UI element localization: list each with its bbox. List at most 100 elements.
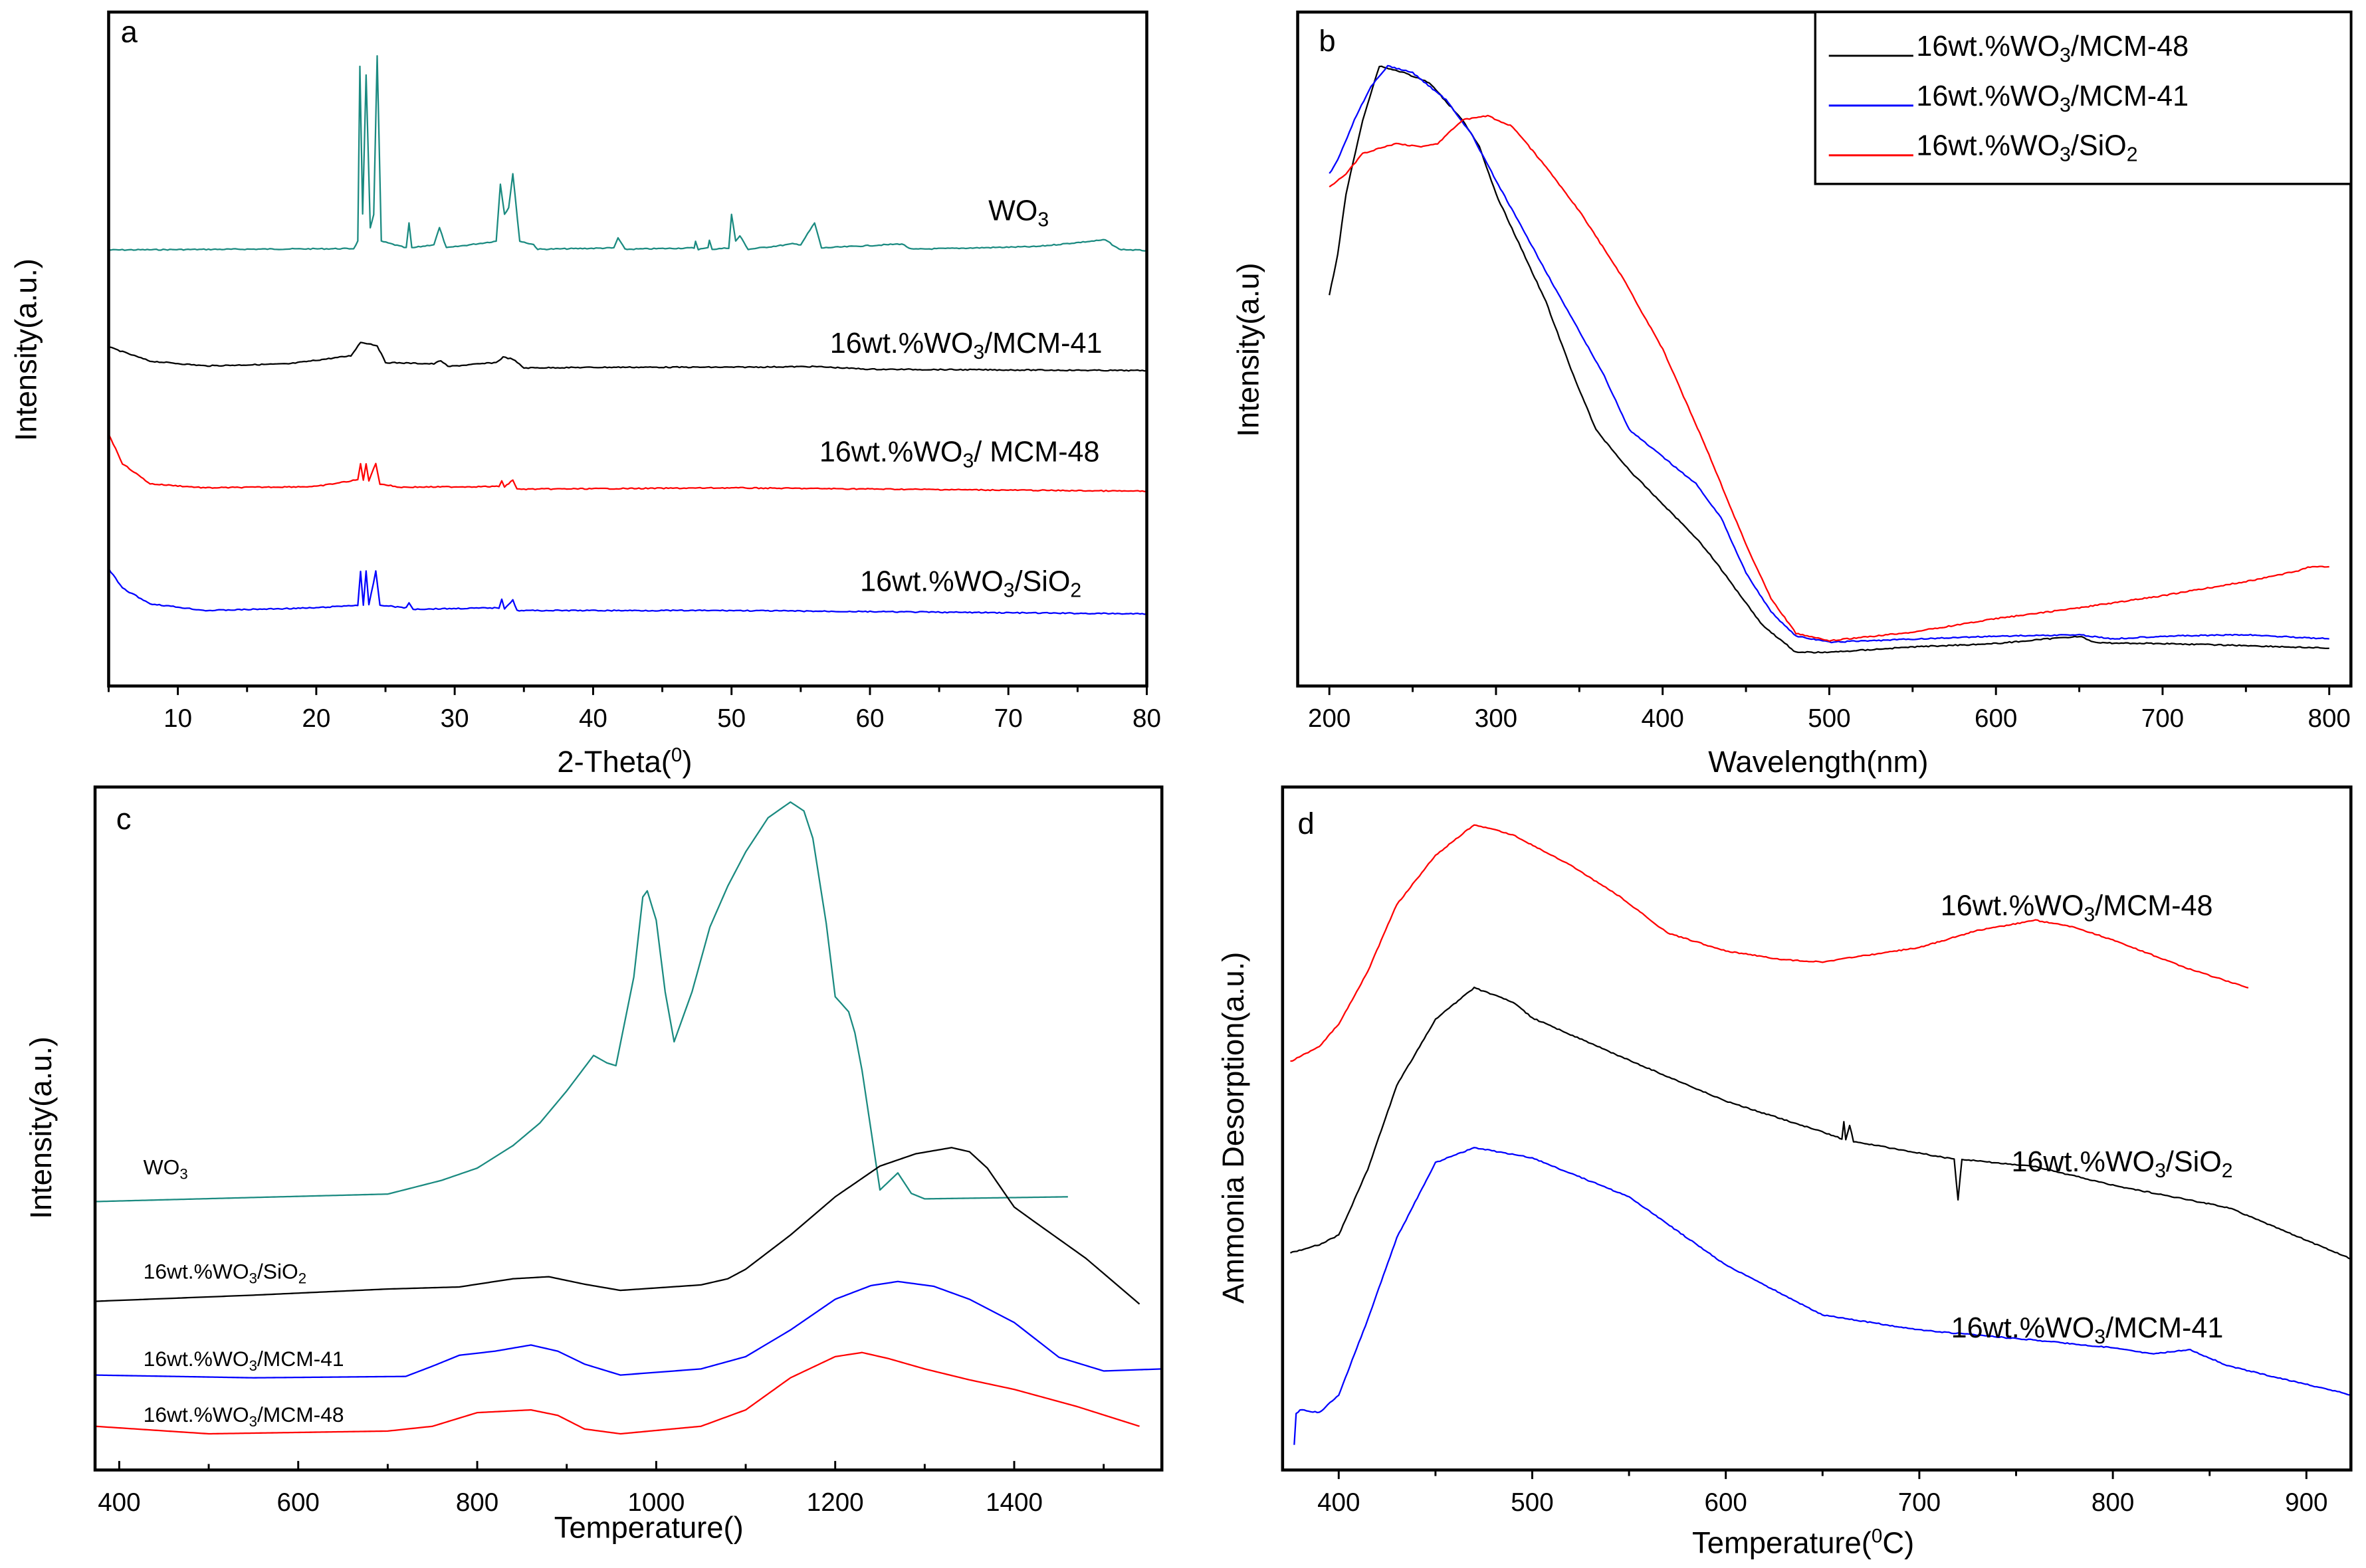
label-part: /SiO [1015, 566, 1071, 598]
x-tick-label: 80 [1132, 704, 1161, 733]
subscript: 3 [973, 342, 984, 363]
subscript: 3 [2084, 904, 2095, 926]
series-label: 16wt.%WO3/MCM-41 [830, 328, 1103, 363]
y-axis-title: Intensity(a.u.) [24, 1036, 58, 1219]
x-tick-label: 50 [717, 704, 746, 733]
series-line-wo3 [95, 801, 1068, 1203]
series-line-16wt-wo3-mcm-41 [1293, 1147, 2351, 1445]
series-label: 16wt.%WO3/SiO2 [144, 1259, 306, 1286]
y-axis-title: Intensity(a.u.) [9, 258, 43, 441]
x-tick-label: 500 [1511, 1488, 1553, 1517]
subscript: 3 [2060, 144, 2071, 166]
label-part: /MCM-41 [2105, 1312, 2223, 1344]
subscript: 3 [2060, 45, 2071, 66]
series-line-16wt-wo3-sio2 [108, 568, 1147, 615]
subscript: 3 [2155, 1160, 2166, 1182]
x-tick-label: 1000 [627, 1488, 685, 1517]
panel-letter: d [1298, 807, 1315, 840]
label-part: /MCM-41 [257, 1347, 344, 1371]
label-part: 16wt.%WO [1941, 890, 2084, 922]
label-part: 16wt.%WO [144, 1403, 249, 1426]
panel-b: 200 300 400 500 600 700 800 b Intensity(a.u) Wave… [1232, 10, 2353, 779]
x-axis-title: Wavelength(nm) [1708, 745, 1928, 779]
series-label: 16wt.%WO3/MCM-41 [144, 1347, 344, 1374]
series-label: WO3 [988, 195, 1049, 231]
x-tick-label: 70 [994, 704, 1023, 733]
label-part: 16wt.%WO [1951, 1312, 2095, 1344]
series-line-16wt-wo3-mcm-48 [1329, 65, 2329, 654]
series-line-16wt-wo3-mcm-48 [108, 434, 1147, 492]
plot-frame [1281, 785, 2353, 1472]
label-part: 16wt.%WO [144, 1347, 249, 1371]
plot-frame [93, 785, 1164, 1472]
subscript: 3 [179, 1165, 187, 1182]
x-axis-title-text: Temperature() [554, 1511, 744, 1545]
subscript: 3 [1037, 209, 1049, 231]
x-tick-label: 600 [277, 1488, 320, 1517]
x-tick-label: 600 [1705, 1488, 1747, 1517]
subscript: 2 [2222, 1160, 2233, 1182]
label-part: 16wt.%WO [860, 566, 1004, 598]
series-label: 16wt.%WO3/MCM-41 [1951, 1312, 2224, 1348]
x-tick-label: 30 [441, 704, 469, 733]
x-tick-label: 800 [456, 1488, 498, 1517]
subscript: 3 [2060, 94, 2071, 116]
label-part: 16wt.%WO [144, 1259, 249, 1283]
subscript: 3 [249, 1270, 257, 1286]
label-part: /MCM-41 [2071, 80, 2189, 112]
label-part: /SiO [257, 1259, 298, 1283]
plot-frame [107, 10, 1148, 688]
label-part: 16wt.%WO [1916, 31, 2060, 62]
label-part: /SiO [2166, 1146, 2222, 1178]
series-line-16wt-wo3-mcm-41 [95, 1280, 1162, 1379]
label-part: /MCM-48 [2095, 890, 2212, 922]
subscript: 2 [2127, 144, 2138, 166]
x-tick-label: 700 [1898, 1488, 1941, 1517]
series-label: 16wt.%WO3/SiO2 [860, 566, 1081, 602]
x-tick-label: 400 [1641, 704, 1683, 733]
series-line-16wt-wo3-mcm-41 [1329, 64, 2329, 644]
superscript: 0 [1872, 1525, 1882, 1547]
label-part: /SiO [2071, 130, 2127, 162]
legend-label: 16wt.%WO3/MCM-41 [1916, 80, 2189, 116]
panel-letter: c [116, 802, 132, 836]
subscript: 3 [962, 450, 974, 472]
x-axis-title-text: Wavelength(nm) [1708, 745, 1928, 779]
label-part: 16wt.%WO [830, 328, 974, 359]
panel-d: 16wt.%WO3/MCM-4816wt.%WO3/SiO216wt.%WO3/… [1216, 785, 2353, 1559]
x-tick-label: 1200 [807, 1488, 864, 1517]
x-tick-label: 1400 [986, 1488, 1043, 1517]
x-tick-label: 200 [1308, 704, 1350, 733]
series-label: 16wt.%WO3/MCM-48 [144, 1403, 344, 1430]
x-tick-label: 700 [2141, 704, 2184, 733]
label-part: /MCM-41 [984, 328, 1102, 359]
label-part: 16wt.%WO [1916, 80, 2060, 112]
series-label: WO3 [144, 1155, 188, 1183]
x-axis-title-end: ) [682, 745, 692, 779]
panel-c: WO316wt.%WO3/SiO216wt.%WO3/MCM-4116wt.%W… [24, 785, 1164, 1545]
subscript: 3 [249, 1357, 257, 1374]
x-tick-label: 10 [163, 704, 192, 733]
label-part: 16wt.%WO [2011, 1146, 2155, 1178]
subscript: 2 [298, 1270, 306, 1286]
x-axis-title: 2-Theta(0) [557, 743, 692, 778]
x-tick-label: 40 [579, 704, 607, 733]
series-line-16wt-wo3-sio2 [1289, 986, 2351, 1260]
label-part: 16wt.%WO [1916, 130, 2060, 162]
x-tick-label: 60 [855, 704, 884, 733]
x-axis-title-text: Temperature( [1692, 1525, 1872, 1559]
x-tick-label: 800 [2092, 1488, 2134, 1517]
label-part: WO [144, 1155, 180, 1179]
subscript: 3 [249, 1413, 257, 1429]
legend-label: 16wt.%WO3/SiO2 [1916, 130, 2137, 166]
subscript: 3 [1004, 580, 1015, 602]
x-tick-label: 500 [1808, 704, 1850, 733]
series-label: 16wt.%WO3/MCM-48 [1941, 890, 2213, 926]
x-axis-title: Temperature() [554, 1511, 744, 1545]
y-axis-title: Ammonia Desorption(a.u.) [1216, 952, 1250, 1304]
series-line-16wt-wo3-sio2 [1329, 114, 2329, 642]
series-line-wo3 [108, 54, 1147, 252]
series-line-16wt-wo3-mcm-41 [108, 342, 1147, 372]
label-part: / MCM-48 [974, 436, 1099, 468]
